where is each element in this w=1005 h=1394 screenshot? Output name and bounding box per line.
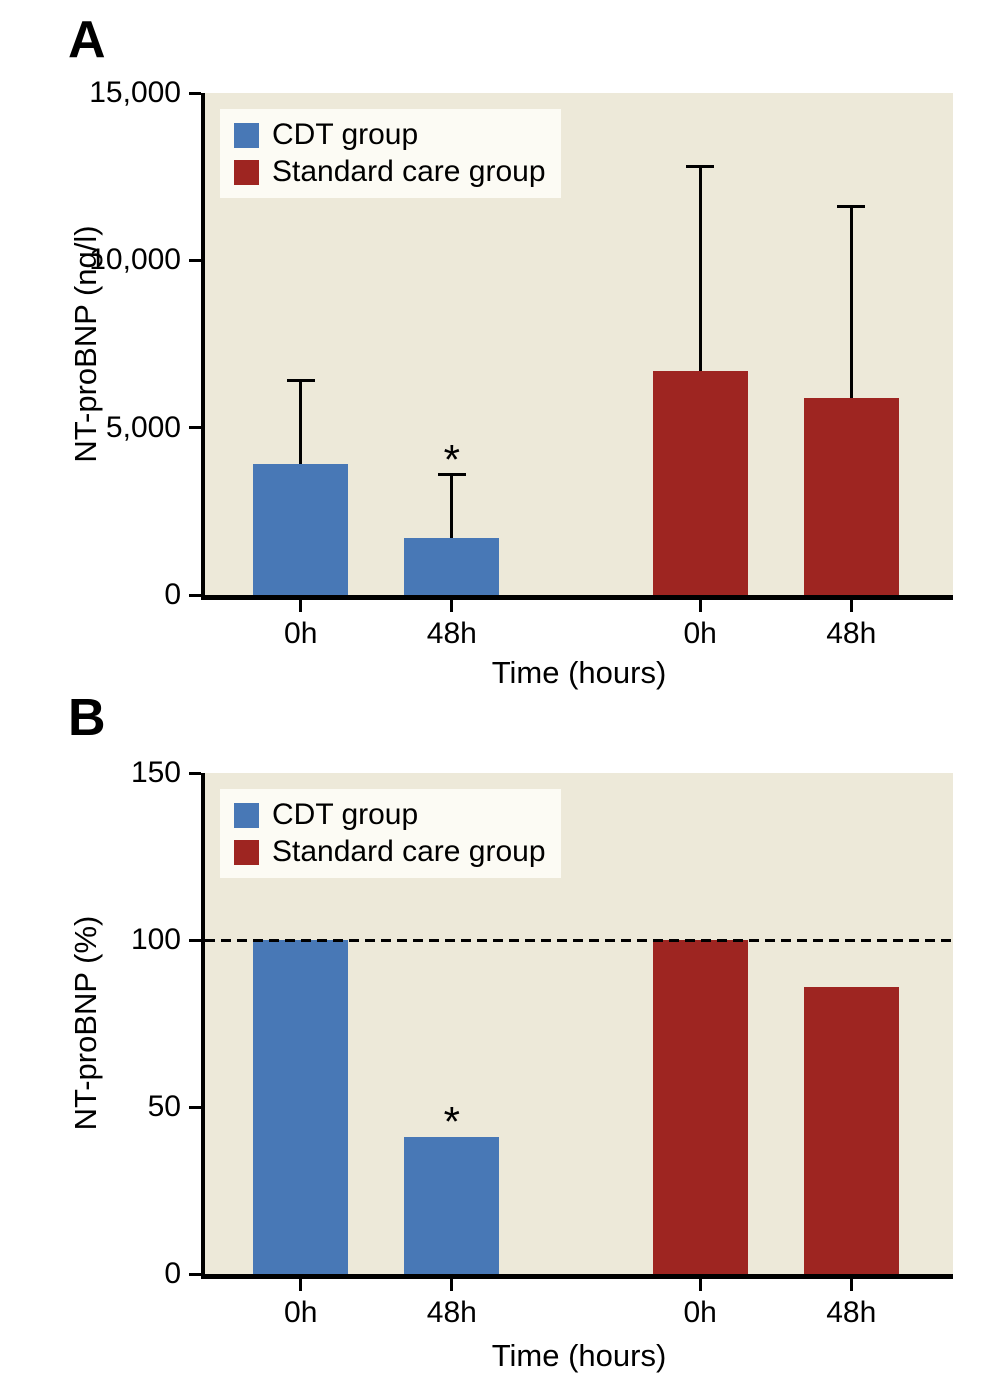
y-axis-tick-label: 5,000 xyxy=(105,410,181,444)
x-axis-tick-label: 48h xyxy=(826,1296,877,1329)
significance-asterisk: * xyxy=(443,1098,461,1146)
y-axis-title-b: NT-proBNP (%) xyxy=(68,915,103,1131)
bar-cdt-48h xyxy=(404,538,500,595)
bar-cdt-0h xyxy=(253,940,349,1274)
error-bar-cap xyxy=(837,205,866,209)
x-axis-tick-label: 48h xyxy=(826,617,877,650)
x-axis-tick xyxy=(299,1279,303,1291)
x-axis-title-a: Time (hours) xyxy=(491,655,667,690)
x-axis-tick xyxy=(698,600,702,612)
y-axis-tick xyxy=(189,938,201,942)
bar-cdt-48h xyxy=(404,1137,500,1274)
legend-label-standard: Standard care group xyxy=(272,155,546,188)
x-axis-tick-label: 0h xyxy=(683,1296,717,1329)
significance-asterisk: * xyxy=(443,435,461,483)
x-axis-tick-label: 0h xyxy=(284,1296,318,1329)
legend-swatch-cdt xyxy=(234,122,259,148)
panel-a-label: A xyxy=(68,11,106,69)
x-axis-tick-label: 0h xyxy=(683,617,717,650)
plot-area-b: CDT group Standard care group 0 50 100 150 0… xyxy=(131,756,953,1329)
x-axis-tick-label: 48h xyxy=(426,617,477,650)
reference-line-100pct xyxy=(205,938,953,942)
y-axis-tick xyxy=(189,426,201,430)
y-axis-tick xyxy=(189,1105,201,1109)
x-axis-tick xyxy=(849,600,853,612)
error-bar-line xyxy=(450,474,454,539)
legend-label-cdt: CDT group xyxy=(272,798,419,831)
x-axis-tick-label: 48h xyxy=(426,1296,477,1329)
legend-item-cdt: CDT group xyxy=(234,118,546,151)
bar-standard-48h xyxy=(803,986,899,1274)
x-axis-tick xyxy=(299,600,303,612)
legend-label-standard: Standard care group xyxy=(272,835,546,868)
error-bar-line xyxy=(299,380,303,465)
error-bar-cap xyxy=(437,473,466,477)
y-axis-tick xyxy=(189,593,201,597)
y-axis-tick xyxy=(189,1272,201,1276)
legend-item-standard: Standard care group xyxy=(234,155,546,188)
y-axis-tick-label: 10,000 xyxy=(89,243,181,277)
legend-b: CDT group Standard care group xyxy=(220,789,561,878)
y-axis-tick xyxy=(189,91,201,95)
panel-b-label: B xyxy=(68,689,106,747)
bar-standard-0h xyxy=(652,370,748,595)
error-bar-line xyxy=(698,166,702,371)
y-axis-tick-label: 0 xyxy=(164,578,181,611)
error-bar-cap xyxy=(686,165,715,169)
y-axis-tick-label: 50 xyxy=(147,1090,181,1123)
y-axis-tick-label: 0 xyxy=(164,1257,181,1290)
y-axis-tick-label: 15,000 xyxy=(89,76,181,109)
bar-cdt-0h xyxy=(253,464,349,595)
error-bar-cap xyxy=(286,379,315,383)
plot-area-a: CDT group Standard care group 0 5,000 10,0… xyxy=(89,76,953,650)
x-axis-tick-label: 0h xyxy=(284,617,318,650)
bar-standard-48h xyxy=(803,397,899,595)
x-axis-tick xyxy=(450,1279,454,1291)
x-axis-tick xyxy=(698,1279,702,1291)
legend-swatch-standard xyxy=(234,159,259,185)
y-axis-tick-label: 100 xyxy=(130,923,181,956)
x-axis-tick xyxy=(450,600,454,612)
legend-label-cdt: CDT group xyxy=(272,118,419,151)
y-axis-tick-label: 150 xyxy=(130,756,181,789)
x-axis-title-b: Time (hours) xyxy=(491,1338,667,1373)
legend-a: CDT group Standard care group xyxy=(220,109,561,198)
legend-swatch-standard xyxy=(234,839,259,865)
legend-item-standard: Standard care group xyxy=(234,835,546,868)
y-axis-tick xyxy=(189,258,201,262)
bar-standard-0h xyxy=(652,940,748,1274)
y-axis-tick xyxy=(189,771,201,775)
x-axis-tick xyxy=(849,1279,853,1291)
legend-swatch-cdt xyxy=(234,802,259,828)
legend-item-cdt: CDT group xyxy=(234,798,546,831)
error-bar-line xyxy=(849,206,853,398)
